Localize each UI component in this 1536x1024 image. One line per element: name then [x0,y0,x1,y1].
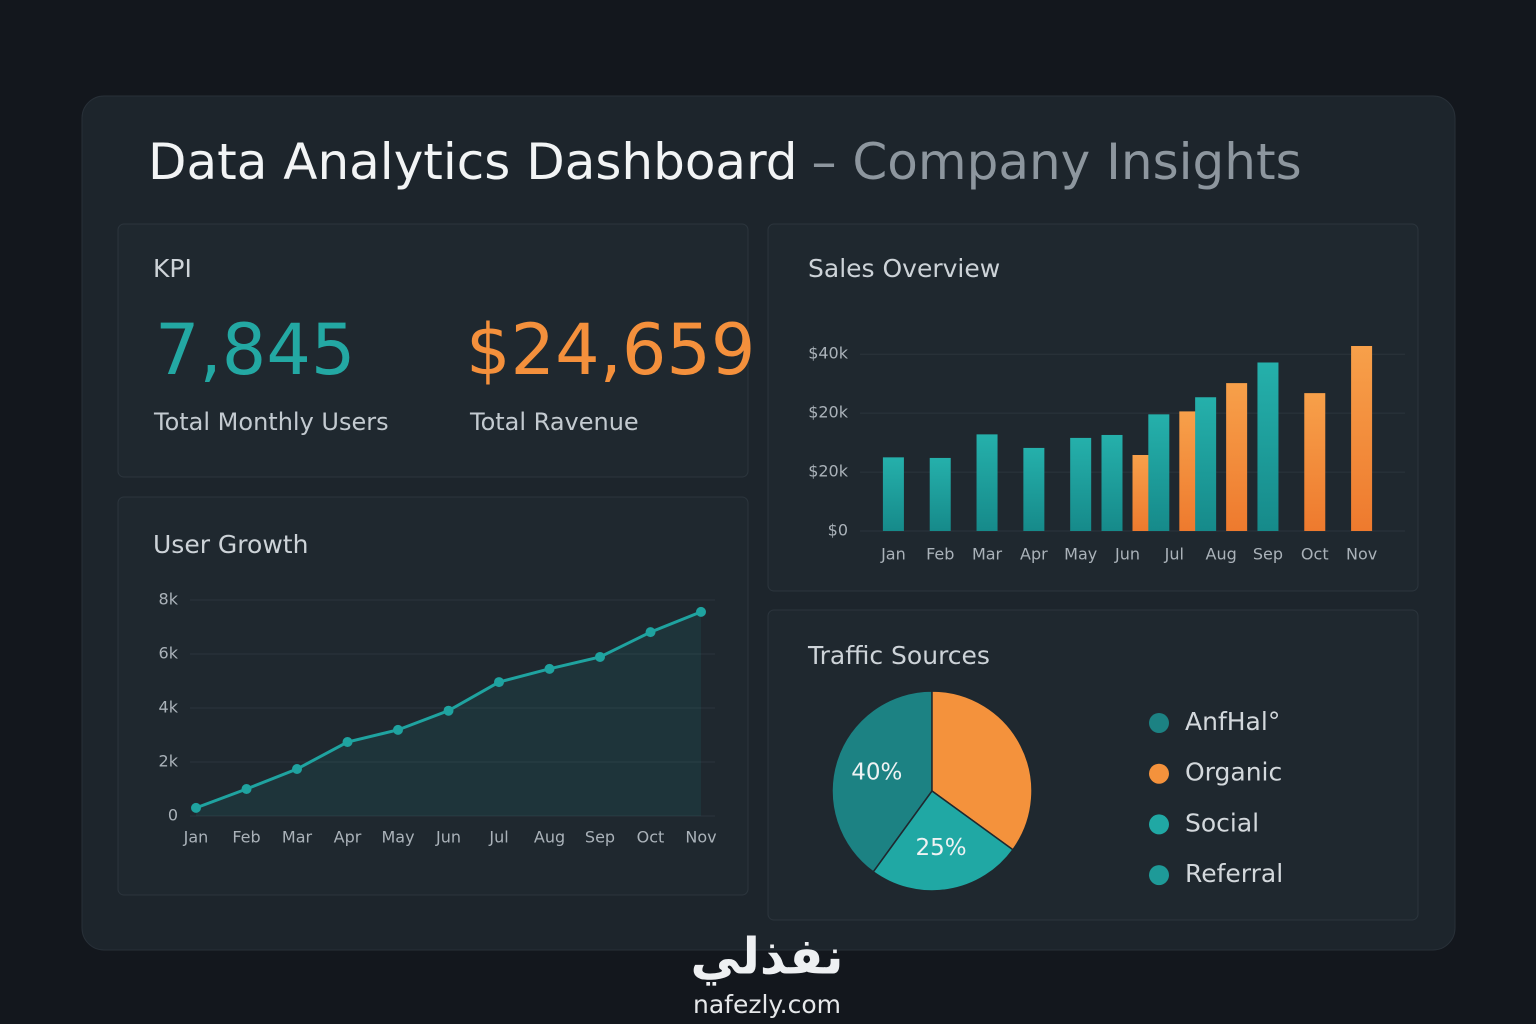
y-tick-label: 0 [168,806,178,825]
x-tick-label: Nov [1346,545,1377,564]
point [696,606,706,617]
point [443,705,454,716]
point [595,651,605,662]
y-tick-label: $20k [808,462,849,481]
bar [1257,362,1279,531]
x-tick-label: Oct [1301,545,1329,564]
point [645,627,656,638]
x-tick-label: Jan [880,545,906,564]
bar [1023,447,1045,531]
x-tick-label: Oct [637,828,665,847]
y-tick-label: 8k [159,590,179,609]
x-tick-label: Sep [1253,545,1283,564]
y-tick-label: 2k [159,752,179,771]
x-tick-label: Aug [534,828,565,847]
pie-slice [872,789,1014,892]
point [342,737,353,748]
point [292,764,302,775]
point [494,677,504,688]
x-tick-label: May [381,828,414,847]
line-card [117,496,749,896]
bar [929,457,951,531]
kpi-label: Total Ravenue [469,408,639,436]
legend-label: Organic [1185,758,1282,787]
y-tick-label: $40k [808,344,849,363]
slice-label: 25% [916,835,967,861]
pie-slice [831,690,933,873]
x-tick-label: Jan [183,828,209,847]
legend-label: Social [1185,808,1259,837]
y-tick-label: 6k [159,644,179,663]
y-tick-label: 4k [159,698,179,717]
slice-label: 40% [851,760,902,786]
title-sub: – Company Insights [812,133,1302,191]
bar [1195,397,1217,531]
kpi-value: $24,659 [466,309,755,391]
bar [1179,411,1201,531]
legend-swatch [1149,814,1169,835]
point [393,724,403,735]
kpi-label: Total Monthly Users [153,408,389,436]
title: Data Analytics Dashboard – Company Insigh… [148,133,1302,191]
legend-label: AnfHal° [1185,707,1280,736]
bar [976,434,998,531]
watermark-latin: nafezly.com [693,990,841,1019]
bar [1351,345,1373,531]
point [544,663,555,674]
bar [1304,393,1326,531]
kpi-card [117,223,749,478]
x-tick-label: Aug [1206,545,1237,564]
title-main: Data Analytics Dashboard [148,133,798,191]
chart-title: Sales Overview [808,254,1000,283]
legend-label: Referral [1185,859,1283,888]
x-tick-label: Mar [972,545,1003,564]
bar [1148,414,1170,531]
chart-title: Traffic Sources [807,641,990,670]
bar [1226,383,1248,531]
x-tick-label: Nov [685,828,716,847]
pie-slice [931,690,1033,851]
x-tick-label: Mar [282,828,313,847]
kpi-value: 7,845 [155,309,355,391]
x-tick-label: Feb [232,828,260,847]
chart-title: User Growth [153,530,308,559]
point [191,802,201,813]
y-tick-label: $0 [828,521,848,540]
watermark-arabic: نفذلي [690,928,843,986]
x-tick-label: Jul [488,828,508,847]
bar [1132,454,1154,531]
x-tick-label: May [1064,545,1097,564]
bar [1070,437,1092,531]
bar [882,457,904,531]
legend-swatch [1149,713,1169,733]
legend-swatch [1149,763,1169,784]
x-tick-label: Feb [926,545,954,564]
bar [1101,434,1123,531]
x-tick-label: Sep [585,828,615,847]
y-tick-label: $20k [808,403,849,422]
x-tick-label: Jul [1164,545,1184,564]
x-tick-label: Jun [435,828,461,847]
point [241,784,252,794]
x-tick-label: Apr [334,828,362,847]
kpi-title: KPI [153,254,192,283]
x-tick-label: Apr [1020,545,1048,564]
x-tick-label: Jun [1114,545,1140,564]
legend-swatch [1149,865,1169,886]
